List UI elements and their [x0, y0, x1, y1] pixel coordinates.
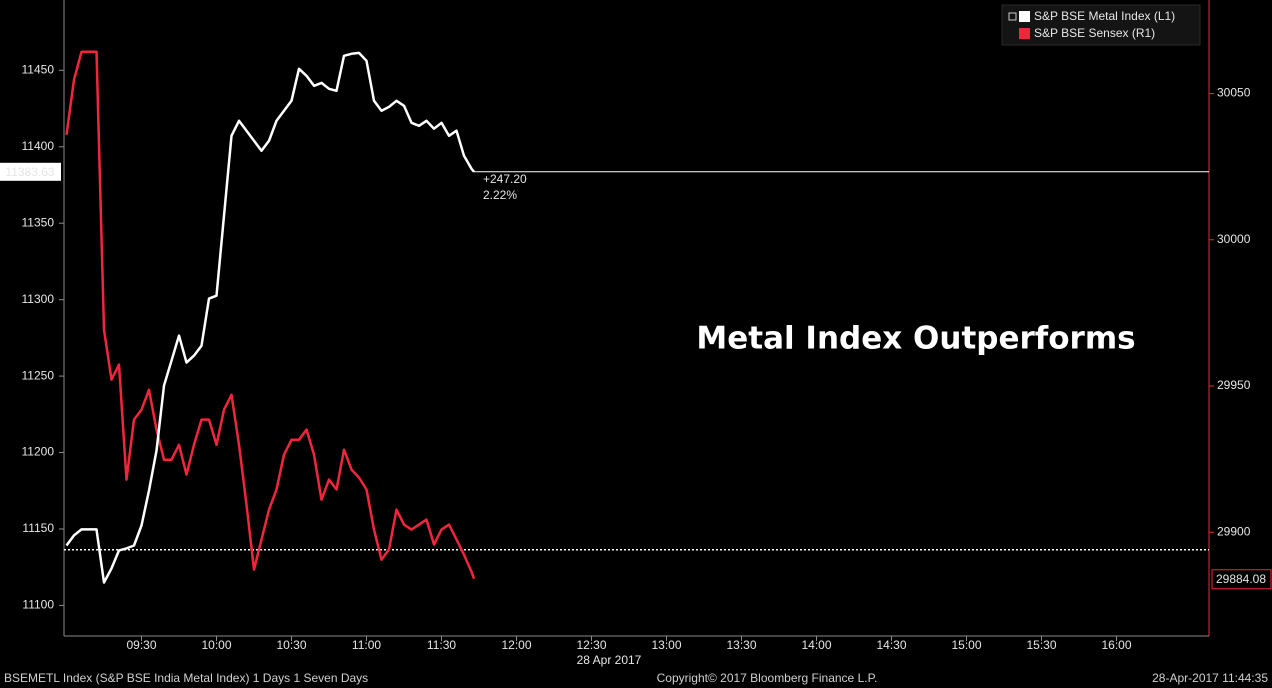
y2-tick-label: 29900 — [1217, 524, 1251, 538]
last-value-tag — [0, 162, 61, 181]
last-value-label: 11383.63 — [5, 165, 54, 179]
legend-label: S&P BSE Sensex (R1) — [1034, 26, 1155, 40]
x-tick-label: 15:30 — [1026, 638, 1056, 652]
footer-left: BSEMETL Index (S&P BSE India Metal Index… — [4, 671, 368, 685]
x-tick-label: 11:00 — [352, 638, 381, 652]
y2-tick-label: 30000 — [1217, 232, 1251, 246]
legend-swatch — [1019, 28, 1030, 39]
x-tick-label: 10:00 — [201, 638, 231, 652]
x-tick-label: 09:30 — [126, 638, 156, 652]
x-date-label: 28 Apr 2017 — [577, 653, 642, 667]
y2-tick-label: 29950 — [1217, 378, 1251, 392]
y-tick-label: 11100 — [22, 598, 54, 612]
y-tick-label: 11250 — [22, 368, 55, 382]
y-tick-label: 11150 — [22, 521, 54, 535]
change-annotation: 2.22% — [483, 188, 517, 202]
last-value-label: 29884.08 — [1216, 572, 1266, 586]
last-value-tag — [1211, 569, 1272, 590]
legend-swatch — [1019, 11, 1030, 22]
legend-label: S&P BSE Metal Index (L1) — [1034, 9, 1175, 23]
change-annotation: +247.20 — [483, 172, 527, 186]
x-tick-label: 14:00 — [801, 638, 831, 652]
footer-center: Copyright© 2017 Bloomberg Finance L.P. — [657, 671, 878, 685]
x-tick-label: 12:30 — [576, 638, 606, 652]
y-tick-label: 11400 — [22, 139, 55, 153]
legend-box — [1001, 4, 1201, 46]
chart-title: Metal Index Outperforms — [696, 321, 1135, 357]
y-tick-label: 11200 — [22, 445, 55, 459]
y-tick-label: 11450 — [22, 62, 55, 76]
series-line — [65, 51, 475, 584]
x-tick-label: 12:00 — [501, 638, 531, 652]
x-tick-label: 14:30 — [876, 638, 906, 652]
series-line — [65, 50, 476, 580]
y2-tick-label: 30050 — [1217, 86, 1251, 100]
y-tick-label: 11350 — [22, 215, 55, 229]
x-tick-label: 13:30 — [726, 638, 756, 652]
legend-icon — [1008, 12, 1017, 21]
y-tick-label: 11300 — [22, 292, 55, 306]
x-tick-label: 10:30 — [276, 638, 306, 652]
x-tick-label: 15:00 — [951, 638, 981, 652]
x-tick-label: 16:00 — [1101, 638, 1131, 652]
x-tick-label: 13:00 — [651, 638, 681, 652]
x-tick-label: 11:30 — [427, 638, 456, 652]
footer-right: 28-Apr-2017 11:44:35 — [1152, 671, 1268, 685]
